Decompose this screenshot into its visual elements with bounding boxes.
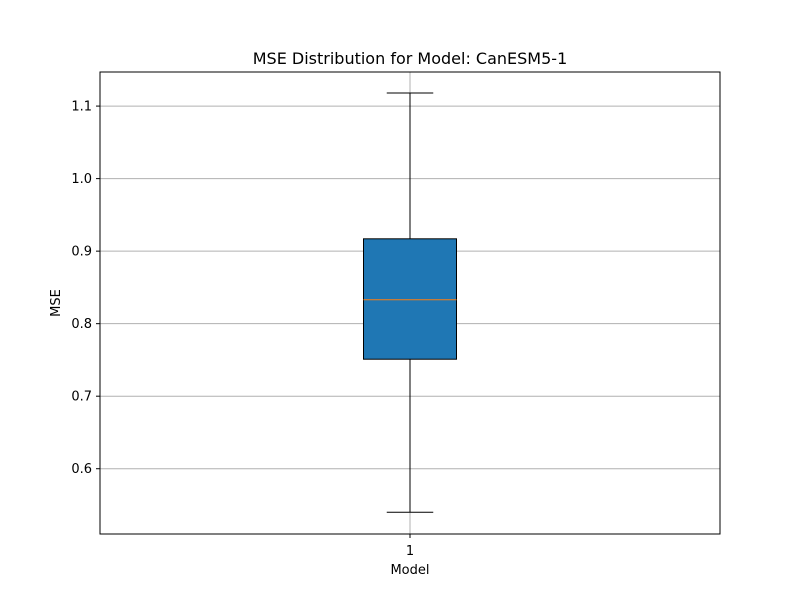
chart-title: MSE Distribution for Model: CanESM5-1 [253, 49, 568, 68]
y-axis-label: MSE [49, 289, 64, 317]
axis-ticks: 0.6 0.7 0.8 0.9 1.0 1.1 1 [71, 100, 414, 559]
y-tick-label: 1.0 [71, 172, 92, 187]
x-axis-label: Model [390, 563, 429, 578]
y-tick-label: 0.6 [71, 462, 92, 477]
y-tick-label: 0.7 [71, 390, 92, 405]
box-marks [363, 92, 457, 513]
y-tick-label: 0.9 [71, 245, 92, 260]
x-tick-label: 1 [406, 544, 414, 559]
iqr-box [363, 238, 457, 360]
y-tick-label: 0.8 [71, 317, 92, 332]
y-tick-label: 1.1 [71, 100, 92, 115]
